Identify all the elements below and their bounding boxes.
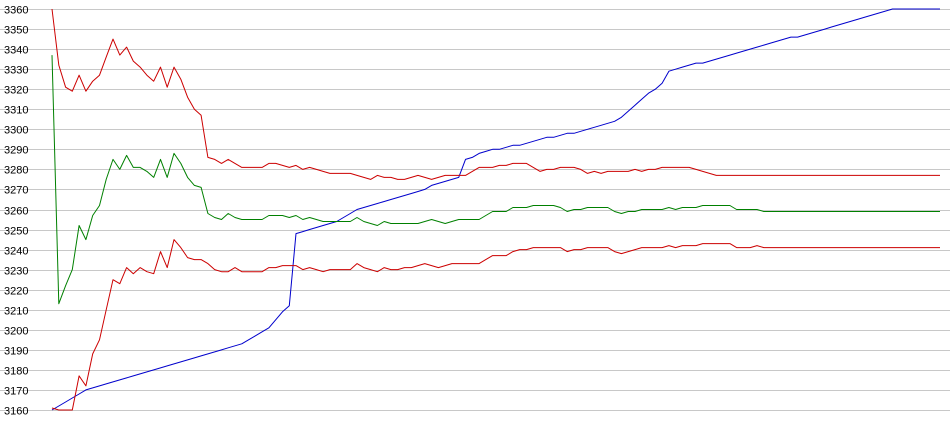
- y-tick-label: 3330: [4, 65, 28, 77]
- series-line-3: [51, 55, 940, 305]
- y-tick-label: 3240: [4, 246, 28, 258]
- y-tick-label: 3340: [4, 45, 28, 57]
- y-tick-label: 3220: [4, 286, 28, 298]
- series-line-2: [51, 8, 940, 180]
- y-tick-label: 3290: [4, 145, 28, 157]
- y-axis-tick-labels: 3160 3170 3180 3190 3200 3210 3220 3230 3240 3250…: [4, 5, 28, 418]
- y-tick-label: 3270: [4, 185, 28, 197]
- y-tick-label: 3350: [4, 25, 28, 37]
- y-tick-label: 3180: [4, 366, 28, 378]
- y-tick-label: 3300: [4, 125, 28, 137]
- y-tick-label: 3230: [4, 266, 28, 278]
- series-line-4: [51, 239, 940, 411]
- y-tick-label: 3190: [4, 346, 28, 358]
- y-tick-label: 3310: [4, 105, 28, 117]
- y-tick-label: 3170: [4, 386, 28, 398]
- y-tick-label: 3160: [4, 406, 28, 418]
- y-tick-label: 3360: [4, 5, 28, 17]
- y-tick-label: 3210: [4, 306, 28, 318]
- y-tick-label: 3280: [4, 165, 28, 177]
- series-line-1: [51, 8, 940, 411]
- y-tick-label: 3260: [4, 206, 28, 218]
- y-tick-label: 3320: [4, 85, 28, 97]
- y-tick-label: 3250: [4, 226, 28, 238]
- series-lines: [51, 8, 940, 411]
- y-tick-label: 3200: [4, 326, 28, 338]
